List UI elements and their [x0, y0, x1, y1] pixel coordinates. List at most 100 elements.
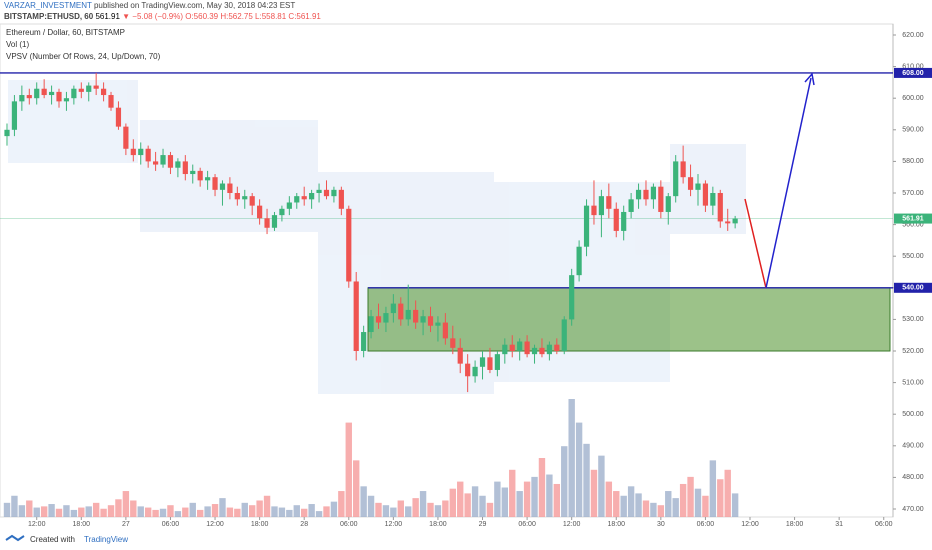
candle-body	[390, 303, 396, 314]
published: published on TradingView.com, May 30, 20…	[93, 1, 296, 10]
candle-body	[383, 313, 389, 323]
volume-bar	[100, 508, 107, 517]
candle-body	[494, 354, 500, 370]
candle-body	[167, 155, 174, 168]
volume-bar	[568, 399, 575, 517]
candle-body	[316, 189, 322, 193]
volume-bar	[33, 507, 40, 517]
candle-body	[301, 196, 307, 200]
x-tick-label: 18:00	[73, 521, 91, 528]
volume-bar	[590, 469, 598, 517]
candle-body	[56, 91, 62, 102]
volume-bar	[70, 509, 78, 517]
candle-body	[93, 85, 99, 89]
candle-body	[145, 148, 151, 162]
candle-body	[323, 189, 330, 197]
volume-bar	[419, 491, 427, 517]
volume-bar	[26, 500, 33, 517]
candle-body	[442, 322, 448, 339]
volume-bar	[196, 509, 204, 517]
y-tick-label: 530.00	[902, 316, 924, 323]
level-tag	[894, 282, 932, 293]
candle-body	[78, 88, 84, 92]
volume-bar	[620, 495, 627, 517]
candle-body	[264, 218, 270, 228]
y-tick-label: 620.00	[902, 32, 924, 39]
volume-bar	[122, 491, 130, 517]
candle-body	[190, 170, 196, 175]
candle-body	[219, 183, 226, 190]
volume-bar	[509, 469, 516, 517]
volume-bar	[167, 505, 174, 517]
volume-bar	[679, 483, 687, 517]
volume-bar	[308, 504, 315, 517]
candle-body	[517, 341, 523, 351]
volume-bar	[130, 500, 137, 517]
candle-body	[427, 316, 434, 326]
volume-bar	[405, 506, 412, 517]
candle-body	[665, 196, 671, 212]
volume-bar	[486, 502, 494, 517]
volume-bar	[152, 509, 159, 517]
footer-brand[interactable]: TradingView	[84, 535, 128, 544]
candle-body	[673, 161, 679, 197]
author[interactable]: VARZAR_INVESTMENT	[4, 1, 92, 10]
y-tick-label: 510.00	[902, 379, 924, 386]
volume-bar	[338, 491, 345, 517]
volume-bar	[687, 476, 694, 517]
volume-bar	[271, 506, 278, 517]
x-tick-label: 06:00	[162, 521, 180, 528]
candle-body	[613, 208, 619, 231]
level-label: 561.91	[902, 215, 924, 222]
volume-bar	[717, 479, 724, 517]
candle-body	[502, 344, 508, 355]
volume-bar	[375, 502, 382, 517]
volume-bar	[144, 507, 152, 517]
candle-body	[41, 88, 47, 96]
volume-bar	[546, 474, 553, 517]
candle-body	[405, 309, 411, 320]
volume-bar	[204, 506, 211, 517]
volume-bar	[650, 502, 657, 517]
volume-bar	[538, 458, 546, 517]
x-tick-label: 12:00	[741, 521, 759, 528]
volume-bar	[226, 507, 234, 517]
volume-bar	[3, 502, 11, 517]
candle-body	[286, 202, 292, 209]
candle-body	[197, 170, 203, 181]
candle-body	[561, 319, 567, 351]
candle-body	[138, 148, 144, 156]
volume-bar	[665, 491, 672, 517]
x-tick-label: 28	[300, 521, 308, 528]
candle-body	[628, 199, 634, 212]
volume-bar	[731, 493, 739, 517]
candle-body	[658, 186, 664, 212]
candle-body	[710, 193, 716, 206]
candle-body	[19, 95, 25, 102]
volume-bar	[627, 486, 635, 517]
x-tick-label: 06:00	[875, 521, 893, 528]
arrow-up	[765, 77, 812, 289]
candle-body	[487, 357, 493, 370]
candle-body	[309, 193, 315, 200]
y-tick-label: 560.00	[902, 221, 924, 228]
volume-bar	[613, 491, 620, 517]
change: ▼ −5.08 (−0.9%)	[122, 12, 183, 21]
x-tick-label: 12:00	[563, 521, 581, 528]
candle-body	[160, 155, 166, 165]
footer-text: Created with	[30, 535, 75, 544]
candle-body	[26, 95, 32, 99]
volume-bar	[360, 486, 367, 517]
y-tick-label: 590.00	[902, 127, 924, 134]
candle-body	[606, 196, 612, 209]
volume-bar	[85, 506, 92, 517]
candle-body	[361, 332, 367, 351]
volume-bar	[301, 508, 308, 517]
candle-body	[331, 189, 337, 197]
x-tick-label: 18:00	[786, 521, 804, 528]
candle-body	[353, 281, 359, 351]
candle-body	[725, 221, 731, 224]
y-tick-label: 500.00	[902, 411, 924, 418]
header-line: VARZAR_INVESTMENT published on TradingVi…	[4, 1, 295, 10]
